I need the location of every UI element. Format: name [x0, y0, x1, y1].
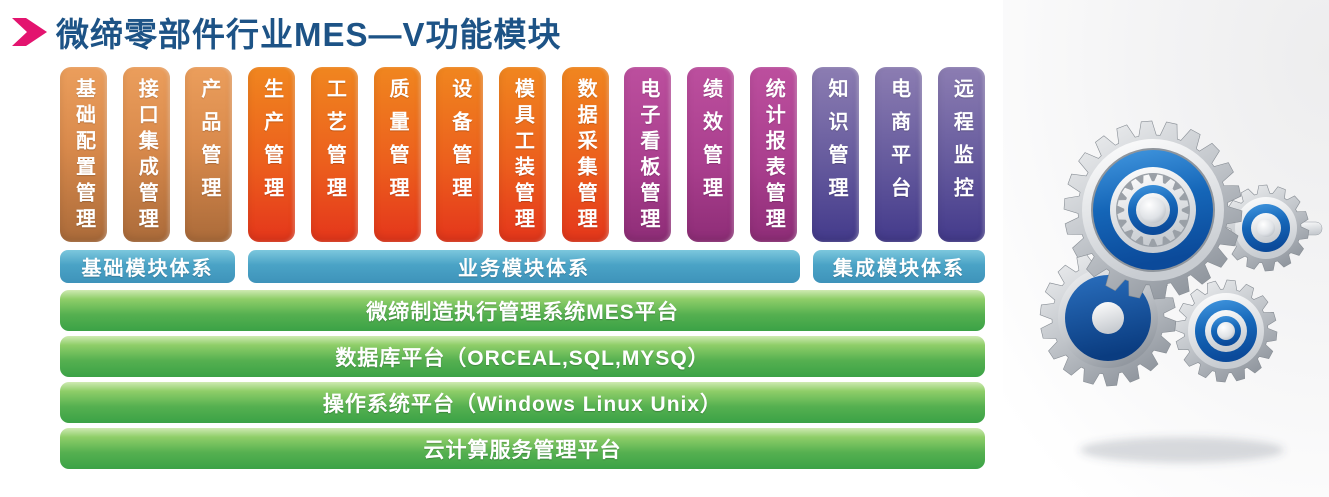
module-label: 接口集成管理: [135, 78, 158, 234]
module-label: 基础配置管理: [72, 78, 95, 234]
module-label: 电商平台: [887, 78, 910, 210]
module-quality: 质量管理: [373, 67, 421, 242]
module-label: 生产管理: [260, 78, 283, 210]
module-interface-integration: 接口集成管理: [122, 67, 170, 242]
module-mold-tooling: 模具工装管理: [498, 67, 546, 242]
page-title: 微缔零部件行业MES—V功能模块: [56, 16, 562, 53]
gears-icon: [1039, 120, 1323, 463]
module-label: 质量管理: [386, 78, 409, 210]
module-product: 产品管理: [185, 67, 233, 242]
module-performance: 绩效管理: [687, 67, 735, 242]
module-label: 电子看板管理: [636, 78, 659, 234]
module-basic-config: 基础配置管理: [60, 67, 107, 242]
chevron-right-icon: [12, 18, 47, 46]
module-label: 设备管理: [448, 78, 471, 210]
module-data-collection: 数据采集管理: [561, 67, 609, 242]
platform-os: 操作系统平台（Windows Linux Unix）: [60, 382, 985, 423]
tier-business-modules: 业务模块体系: [248, 250, 800, 283]
module-knowledge: 知识管理: [812, 67, 860, 242]
module-production: 生产管理: [248, 67, 296, 242]
module-label: 远程监控: [950, 78, 973, 210]
module-columns-row: 基础配置管理 接口集成管理 产品管理 生产管理 工艺管理 质量管理 设备管理 模…: [60, 67, 985, 242]
tier-integration-modules: 集成模块体系: [813, 250, 985, 283]
module-label: 模具工装管理: [511, 78, 534, 234]
module-label: 数据采集管理: [574, 78, 597, 234]
header: 微缔零部件行业MES—V功能模块: [12, 8, 562, 56]
platform-cloud: 云计算服务管理平台: [60, 428, 985, 469]
platform-database: 数据库平台（ORCEAL,SQL,MYSQ）: [60, 336, 985, 377]
module-remote-monitoring: 远程监控: [937, 67, 985, 242]
module-ecommerce: 电商平台: [875, 67, 923, 242]
module-label: 知识管理: [824, 78, 847, 210]
module-label: 统计报表管理: [762, 78, 785, 234]
module-process: 工艺管理: [310, 67, 358, 242]
module-label: 产品管理: [197, 78, 220, 210]
module-statistics-report: 统计报表管理: [749, 67, 797, 242]
module-label: 工艺管理: [323, 78, 346, 210]
module-e-kanban: 电子看板管理: [624, 67, 672, 242]
platform-mes: 微缔制造执行管理系统MES平台: [60, 290, 985, 331]
module-equipment: 设备管理: [436, 67, 484, 242]
tier-basic-modules: 基础模块体系: [60, 250, 235, 283]
module-label: 绩效管理: [699, 78, 722, 210]
